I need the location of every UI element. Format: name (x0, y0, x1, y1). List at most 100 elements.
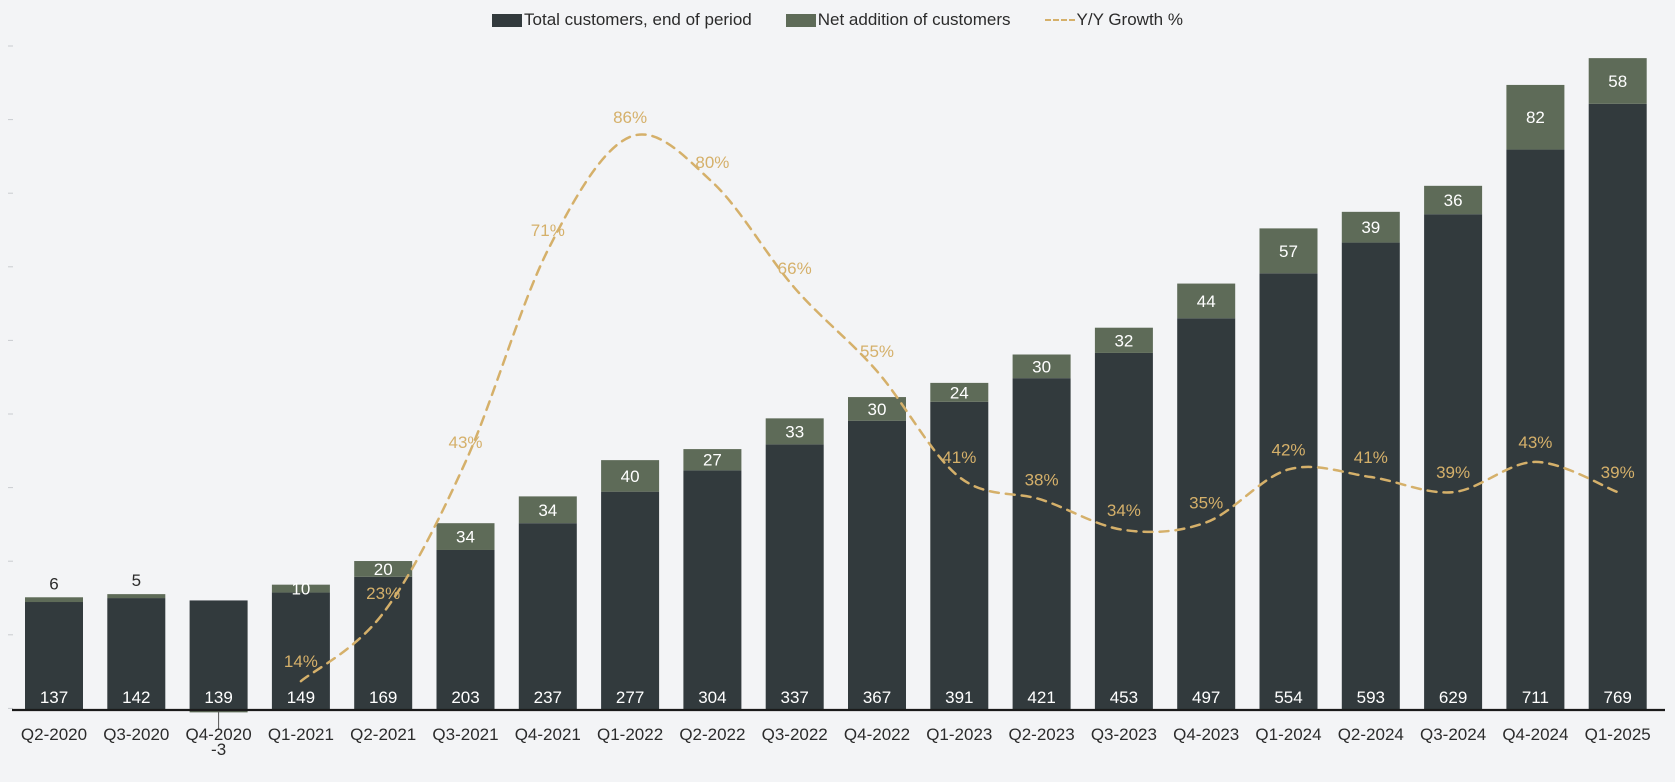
bar-total-q3-2020 (107, 598, 166, 710)
data-label-growth: 42% (1271, 440, 1305, 459)
x-tick-label: Q1-2024 (1255, 725, 1321, 744)
data-label-growth: 41% (942, 448, 976, 467)
data-label-growth: 35% (1189, 493, 1223, 512)
bar-total-q2-2020 (25, 602, 83, 710)
legend-item-total: Total customers, end of period (492, 10, 752, 30)
data-label-net-addition: 36 (1444, 191, 1463, 210)
x-tick-label: Q1-2021 (268, 725, 334, 744)
bar-net-addition-q3-2021 (436, 523, 495, 550)
legend-item-net-addition: Net addition of customers (785, 10, 1011, 30)
bar-total-q2-2022 (683, 470, 742, 710)
bar-net-addition-q2-2022 (683, 449, 742, 471)
x-tick-label: Q4-2021 (515, 725, 581, 744)
bar-net-addition-q1-2022 (601, 460, 660, 492)
data-label-total: 554 (1274, 688, 1302, 707)
bar-net-addition-q2-2020 (25, 597, 83, 603)
x-tick-label: Q3-2023 (1091, 725, 1157, 744)
bar-total-q3-2021 (436, 549, 495, 710)
bar-net-addition-q4-2023 (1177, 283, 1236, 319)
data-label-total: 149 (287, 688, 315, 707)
data-label-total: 629 (1439, 688, 1467, 707)
x-tick-label: Q1-2023 (926, 725, 992, 744)
legend-label-growth: Y/Y Growth % (1076, 10, 1183, 29)
legend-swatch-total (492, 13, 523, 27)
data-label-growth: 14% (284, 652, 318, 671)
data-label-growth: 66% (778, 259, 812, 278)
bar-total-q1-2023 (930, 401, 989, 710)
data-label-net-addition: 39 (1361, 218, 1380, 237)
data-label-growth: 86% (613, 108, 647, 127)
bar-net-addition-q1-2023 (930, 382, 989, 402)
x-tick-label: Q3-2020 (103, 725, 169, 744)
data-label-net-addition: 34 (538, 501, 557, 520)
data-label-total: 237 (534, 688, 562, 707)
data-label-total: 453 (1110, 688, 1138, 707)
data-label-growth: 43% (1518, 433, 1552, 452)
data-label-total: 711 (1522, 688, 1549, 707)
x-tick-label: Q4-2022 (844, 725, 910, 744)
x-tick-label: Q4-2023 (1173, 725, 1239, 744)
data-label-growth: 80% (695, 153, 729, 172)
data-label-total: 769 (1604, 688, 1632, 707)
data-label-net-addition: 34 (456, 528, 475, 547)
data-label-net-addition: 27 (703, 451, 722, 470)
data-label-net-addition: 30 (868, 400, 887, 419)
x-tick-label: Q2-2022 (679, 725, 745, 744)
x-tick-label: Q1-2025 (1585, 725, 1651, 744)
x-tick-label: Q2-2020 (21, 725, 87, 744)
data-label-growth: 41% (1354, 448, 1388, 467)
data-label-total: 421 (1027, 688, 1055, 707)
growth-line (299, 133, 1619, 683)
bar-total-q4-2021 (518, 523, 577, 710)
data-label-net-addition: 20 (374, 560, 393, 579)
legend-swatch-growth (1044, 19, 1075, 21)
data-label-net-addition: 82 (1526, 108, 1545, 127)
data-label-net-addition: 30 (1032, 357, 1051, 376)
data-label-net-addition: 33 (785, 422, 804, 441)
bar-total-q4-2023 (1177, 318, 1236, 710)
data-label-net-addition: 32 (1114, 331, 1133, 350)
data-label-total: 137 (40, 688, 68, 707)
bar-total-q3-2024 (1424, 214, 1483, 710)
bar-net-addition-q1-2024 (1259, 228, 1318, 274)
x-tick-label: Q1-2022 (597, 725, 663, 744)
bar-net-addition-q4-2024 (1506, 84, 1565, 150)
data-label-net-addition: 40 (621, 467, 640, 486)
bar-total-q2-2021 (354, 576, 413, 710)
chart-legend: Total customers, end of period Net addit… (0, 10, 1675, 30)
x-tick-label: Q3-2024 (1420, 725, 1486, 744)
data-label-growth: 43% (448, 433, 482, 452)
x-tick-label: Q2-2023 (1009, 725, 1075, 744)
legend-item-growth: Y/Y Growth % (1044, 10, 1183, 30)
bar-total-q2-2023 (1012, 378, 1071, 710)
data-label-total: 203 (451, 688, 479, 707)
bar-net-addition-q1-2025 (1588, 58, 1647, 104)
data-label-growth: 71% (531, 221, 565, 240)
data-label-total: 391 (945, 688, 973, 707)
x-tick-label: Q4-2020 (186, 725, 252, 744)
bar-net-addition-q2-2023 (1012, 354, 1071, 379)
data-label-total: 142 (122, 688, 150, 707)
bar-net-addition-q1-2021 (271, 584, 330, 593)
legend-swatch-net-addition (785, 13, 816, 27)
data-label-total: 169 (369, 688, 397, 707)
bar-net-addition-q4-2021 (518, 496, 577, 524)
bar-net-addition-q3-2020 (107, 594, 166, 599)
bar-net-addition-q2-2021 (354, 561, 413, 577)
bar-net-addition-q2-2024 (1341, 211, 1400, 243)
bar-total-q3-2022 (765, 444, 824, 710)
bar-net-addition-q3-2023 (1094, 327, 1153, 353)
bar-total-q4-2022 (848, 420, 906, 710)
data-label-total: 497 (1192, 688, 1220, 707)
data-label-net-addition: 5 (132, 571, 141, 590)
x-tick-label: Q2-2024 (1338, 725, 1404, 744)
legend-label-total: Total customers, end of period (524, 10, 752, 29)
data-label-net-addition: 10 (291, 580, 310, 599)
bar-total-q1-2025 (1588, 103, 1647, 711)
bar-total-q1-2024 (1259, 273, 1318, 710)
data-label-total: 593 (1357, 688, 1385, 707)
bar-total-q4-2020 (189, 600, 248, 710)
data-label-net-addition: -3 (211, 740, 226, 759)
data-label-growth: 55% (860, 342, 894, 361)
